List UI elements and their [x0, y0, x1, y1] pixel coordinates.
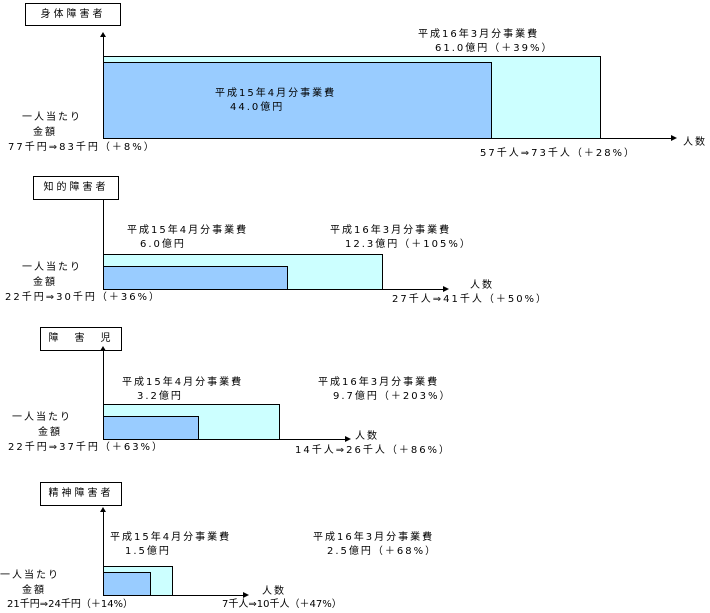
y-axis-label-2: 金額	[33, 127, 57, 138]
y-axis-arrow-icon	[100, 32, 106, 37]
after-label: 平成16年3月分事業費	[330, 225, 452, 236]
before-value: 44.0億円	[230, 102, 285, 113]
x-axis-label: 人数	[470, 280, 494, 291]
x-axis-arrow-icon	[243, 592, 249, 598]
before-label: 平成15年4月分事業費	[122, 377, 244, 388]
x-axis	[172, 595, 244, 596]
per-person-change: 77千円⇒83千円（＋8%）	[8, 142, 156, 153]
after-value: 2.5億円（＋68%）	[327, 546, 438, 557]
x-axis	[280, 439, 346, 440]
x-axis-label: 人数	[262, 586, 286, 597]
panel-title: 精神障害者	[40, 482, 122, 506]
x-axis-arrow-icon	[671, 135, 677, 141]
y-axis-arrow-icon	[100, 346, 106, 351]
y-axis-arrow-icon	[100, 507, 106, 512]
y-axis-label: 一人当たり	[12, 412, 72, 423]
x-axis-arrow-icon	[443, 286, 449, 292]
before-value: 3.2億円	[137, 391, 183, 402]
x-axis-label: 人数	[355, 431, 379, 442]
before-bar	[103, 416, 199, 440]
panel-title: 障 害 児	[40, 327, 122, 351]
y-axis	[103, 350, 104, 439]
before-bar	[103, 266, 288, 290]
y-axis-label-2: 金額	[33, 277, 57, 288]
x-axis-label: 人数	[683, 137, 707, 148]
x-axis-arrow-icon	[345, 436, 351, 442]
before-value: 1.5億円	[125, 546, 171, 557]
before-label: 平成15年4月分事業費	[215, 88, 337, 99]
persons-change: 14千人⇒26千人（＋86%）	[295, 445, 452, 456]
after-value: 9.7億円（＋203%）	[333, 391, 452, 402]
x-axis	[382, 289, 444, 290]
y-axis	[103, 199, 104, 289]
y-axis-label: 一人当たり	[22, 262, 82, 273]
persons-change: 57千人⇒73千人（＋28%）	[480, 148, 637, 159]
panel-title: 知的障害者	[33, 176, 119, 200]
before-bar	[103, 572, 151, 596]
after-value: 61.0億円（＋39%）	[435, 43, 554, 54]
x-axis	[600, 138, 672, 139]
y-axis-label: 一人当たり	[0, 570, 60, 581]
per-person-change: 21千円⇒24千円（＋14%）	[7, 599, 134, 610]
y-axis	[103, 511, 104, 595]
y-axis-label: 一人当たり	[22, 112, 82, 123]
before-value: 6.0億円	[140, 239, 186, 250]
panel-title: 身体障害者	[25, 3, 121, 26]
after-label: 平成16年3月分事業費	[318, 377, 440, 388]
before-label: 平成15年4月分事業費	[110, 532, 232, 543]
after-label: 平成16年3月分事業費	[313, 532, 435, 543]
after-label: 平成16年3月分事業費	[418, 29, 540, 40]
persons-change: 7千人⇒10千人（＋47%）	[222, 599, 342, 610]
persons-change: 27千人⇒41千人（＋50%）	[392, 294, 549, 305]
after-value: 12.3億円（＋105%）	[345, 239, 472, 250]
y-axis-label-2: 金額	[22, 585, 46, 596]
before-bar	[103, 62, 492, 139]
before-label: 平成15年4月分事業費	[127, 225, 249, 236]
y-axis-label-2: 金額	[38, 427, 62, 438]
per-person-change: 22千円⇒30千円（＋36%）	[5, 292, 162, 303]
per-person-change: 22千円⇒37千円（＋63%）	[8, 442, 165, 453]
